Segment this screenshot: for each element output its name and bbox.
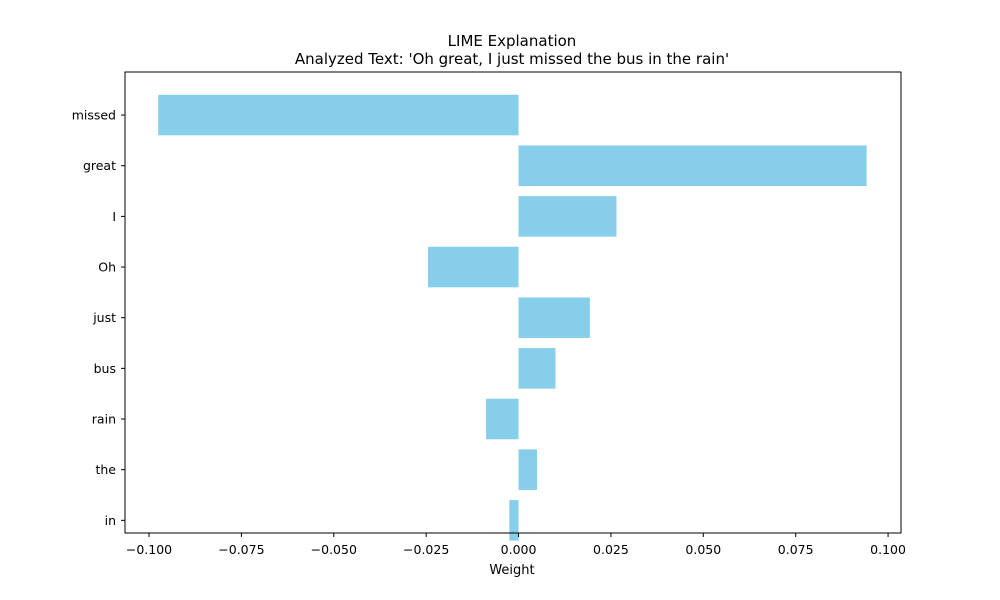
x-tick-label: −0.075 [218, 542, 264, 557]
y-tick-label: just [92, 310, 116, 325]
x-tick-label: 0.075 [778, 542, 814, 557]
bar-i [518, 196, 617, 237]
y-tick-label: bus [94, 361, 116, 376]
y-tick-label: rain [92, 412, 116, 427]
y-tick-label: great [83, 158, 116, 173]
bar-missed [158, 94, 519, 136]
y-tick-label: I [112, 209, 116, 224]
y-tick-label: missed [72, 108, 116, 123]
x-tick-label: 0.000 [501, 542, 537, 557]
y-tick-label: in [105, 513, 116, 528]
x-tick-label: −0.100 [126, 542, 172, 557]
x-axis-label: Weight [489, 563, 534, 578]
x-ticks-group: −0.100 −0.075 −0.050 −0.025 0.000 0.025 0.050 0… [126, 533, 906, 557]
y-tick-label: the [95, 462, 116, 477]
x-tick-label: −0.025 [403, 542, 449, 557]
x-tick-label: 0.025 [593, 542, 629, 557]
bar-great [518, 145, 867, 186]
bar-the [518, 449, 538, 490]
bar-just [518, 297, 590, 338]
bar-bus [518, 348, 556, 389]
y-ticks-group: missed great I Oh just bus rain the in [72, 108, 125, 528]
x-tick-label: 0.050 [685, 542, 721, 557]
chart-subtitle: Analyzed Text: 'Oh great, I just missed … [295, 50, 729, 68]
x-tick-label: −0.050 [311, 542, 357, 557]
bars-group [158, 94, 867, 541]
bar-oh [428, 246, 519, 288]
chart-title: LIME Explanation [448, 32, 577, 50]
x-tick-label: 0.100 [870, 542, 906, 557]
bar-in [509, 500, 519, 541]
bar-rain [486, 398, 519, 440]
y-tick-label: Oh [98, 260, 116, 275]
plot-frame [124, 71, 902, 534]
